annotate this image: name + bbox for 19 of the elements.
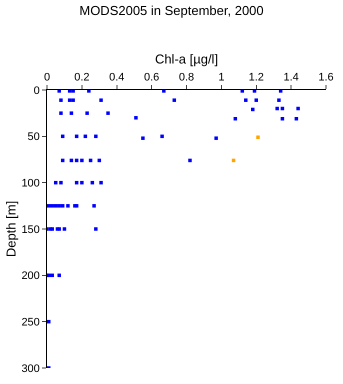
- x-tick-label: 0.6: [144, 72, 160, 84]
- y-tick-label: 200: [21, 270, 40, 282]
- y-tick-label: 300: [21, 362, 40, 375]
- x-tick-label: 1.6: [318, 72, 334, 84]
- y-tick-label: 50: [28, 131, 40, 144]
- x-tick-label: 0.2: [74, 72, 90, 84]
- x-tick-label: 1.4: [283, 72, 299, 84]
- chart-title: MODS2005 in September, 2000: [79, 2, 264, 18]
- y-tick-label: 150: [21, 224, 40, 236]
- y-tick-label: 0: [34, 84, 40, 97]
- y-axis-title: Depth [m]: [3, 200, 18, 258]
- x-tick-label: 1.2: [248, 72, 264, 84]
- x-tick-label: 0: [44, 72, 50, 84]
- y-tick-label: 250: [21, 316, 40, 329]
- x-tick-label: 0.8: [178, 72, 194, 84]
- x-tick-label: 1: [218, 72, 224, 84]
- x-axis-title: Chl-a [µg/l]: [154, 52, 218, 67]
- y-tick-label: 100: [21, 178, 40, 190]
- x-tick-label: 0.4: [109, 72, 124, 84]
